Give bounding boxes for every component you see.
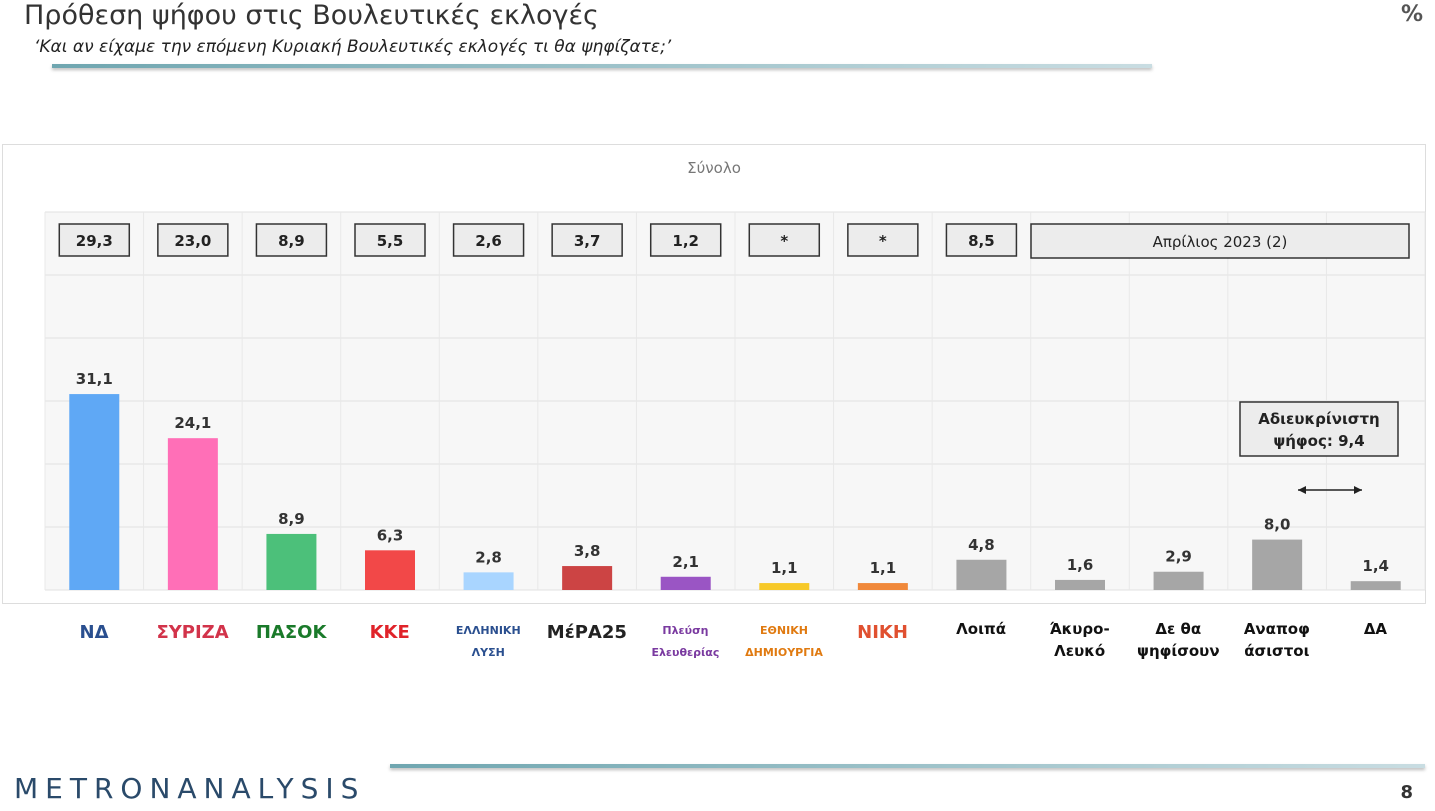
comparison-value: * [780, 232, 788, 250]
bar [69, 394, 120, 590]
data-label: 6,3 [377, 526, 404, 544]
party-logo: ΠΑΣΟΚ [255, 622, 327, 643]
comparison-box [157, 223, 229, 257]
page-subtitle: ‘Και αν είχαμε την επόμενη Κυριακή Βουλε… [34, 37, 672, 57]
data-label: 2,9 [1165, 548, 1192, 566]
bar [562, 566, 613, 590]
party-logo: ΝΔ [79, 622, 109, 643]
category-label: ΔΑ [1363, 620, 1388, 638]
party-logo: ΣΥΡΙΖΑ [156, 622, 229, 643]
comparison-legend-box [1030, 223, 1410, 259]
data-label: 2,1 [672, 553, 699, 571]
comparison-box [354, 223, 426, 257]
arrow-heads [1298, 486, 1362, 494]
footer-rule [390, 764, 1425, 768]
bar [1350, 581, 1401, 590]
party-logo: ΕΘΝΙΚΗ ΔΗΜΙΟΥΡΓΙΑ [745, 624, 823, 659]
unit-label: % [1400, 2, 1423, 27]
comparison-value: 5,5 [377, 232, 404, 250]
comparison-box [649, 223, 722, 257]
annotation-text: ψήφος: 9,4 [1273, 432, 1364, 450]
data-label: 1,1 [771, 559, 798, 577]
comparison-legend: Απρίλιος 2023 (2) [1153, 233, 1288, 251]
bar [1252, 539, 1303, 590]
page-number: 8 [1400, 782, 1413, 803]
data-label: 8,9 [278, 510, 305, 528]
comparison-value: 29,3 [76, 232, 113, 250]
data-label: 1,4 [1362, 557, 1389, 575]
data-label: 8,0 [1264, 516, 1291, 534]
category-label: Άκυρο- Λευκό [1049, 620, 1110, 660]
comparison-value: 8,5 [968, 232, 995, 250]
header-rule [52, 64, 1152, 68]
data-label: 1,1 [870, 559, 897, 577]
data-label: 31,1 [76, 370, 113, 388]
bar [660, 576, 711, 590]
page-title: Πρόθεση ψήφου στις Βουλευτικές εκλογές [24, 0, 599, 31]
comparison-value: 3,7 [574, 232, 601, 250]
bar [1055, 579, 1105, 590]
annotation-box [1239, 401, 1399, 457]
comparison-value: 23,0 [174, 232, 211, 250]
data-label: 2,8 [475, 548, 502, 566]
comparison-box [748, 223, 821, 257]
data-label: 1,6 [1067, 556, 1094, 574]
data-label: 3,8 [574, 542, 601, 560]
data-label: 24,1 [174, 414, 211, 432]
comparison-box [945, 223, 1018, 257]
comparison-value: * [879, 232, 887, 250]
category-label: Δε θα ψηφίσουν [1137, 620, 1220, 660]
bar [956, 559, 1007, 590]
party-logo: ΚΚΕ [369, 622, 410, 643]
bar [463, 572, 514, 590]
bar [759, 583, 810, 590]
comparison-box [58, 223, 131, 257]
comparison-value: 8,9 [278, 232, 305, 250]
bar [365, 550, 415, 590]
category-label: Αναποφ άσιστοι [1243, 620, 1310, 660]
category-label: Λοιπά [956, 620, 1007, 638]
comparison-value: 1,2 [672, 232, 699, 250]
comparison-box [255, 223, 328, 257]
bar [167, 438, 218, 590]
brand-logo: METRONANALYSIS [14, 772, 366, 805]
comparison-box [551, 223, 623, 257]
party-logo: ΝΙΚΗ [857, 622, 908, 643]
chart-title: Σύνολο [687, 159, 741, 177]
bar-chart: 31,1 24,1 8,9 6,3 2,8 3,8 2,1 1,1 1,1 4,8 1,6 2,9 8,… [44, 211, 1426, 591]
party-logo: ΜέΡΑ25 [546, 622, 627, 643]
comparison-box [452, 223, 525, 257]
party-logo: Πλεύση Ελευθερίας [651, 624, 720, 659]
data-label: 4,8 [968, 536, 995, 554]
comparison-box [847, 223, 919, 257]
bar [266, 533, 317, 590]
party-logo: ΕΛΛΗΝΙΚΗ ΛΥΣΗ [455, 624, 521, 659]
comparison-value: 2,6 [475, 232, 502, 250]
bar [1153, 571, 1204, 590]
annotation-text: Αδιευκρίνιστη [1258, 410, 1379, 428]
bar [857, 583, 908, 590]
